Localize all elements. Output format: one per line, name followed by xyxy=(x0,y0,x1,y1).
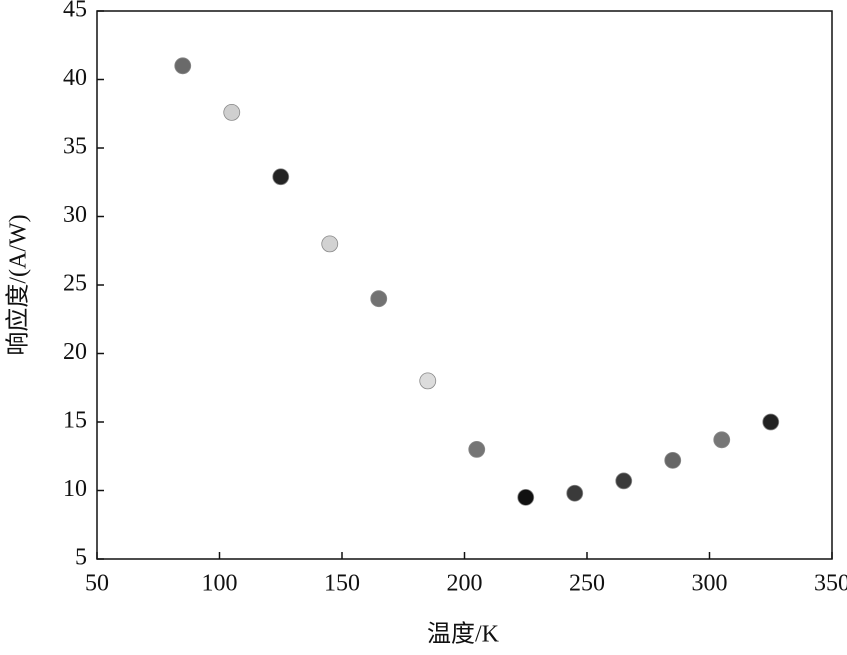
y-tick-label: 15 xyxy=(63,408,87,434)
x-tick-label: 250 xyxy=(569,571,605,597)
y-tick-label: 20 xyxy=(63,339,87,365)
data-point xyxy=(664,451,682,469)
y-tick-label: 10 xyxy=(63,476,87,502)
y-tick-label: 35 xyxy=(63,134,87,160)
data-point xyxy=(174,57,192,75)
plot-frame xyxy=(96,10,833,560)
data-point xyxy=(468,440,486,458)
x-tick-label: 200 xyxy=(447,571,483,597)
x-axis-label: 温度/K xyxy=(427,621,500,648)
y-tick-label: 45 xyxy=(63,0,87,23)
data-point xyxy=(419,372,437,390)
data-point xyxy=(370,290,388,308)
data-point xyxy=(517,488,535,506)
x-tick-label: 350 xyxy=(814,571,847,597)
data-point xyxy=(223,103,241,121)
x-tick-label: 50 xyxy=(85,571,109,597)
x-tick-label: 150 xyxy=(324,571,360,597)
data-point xyxy=(272,168,290,186)
x-tick-label: 300 xyxy=(692,571,728,597)
y-tick-label: 5 xyxy=(75,545,87,571)
data-point xyxy=(321,235,339,253)
y-tick-label: 30 xyxy=(63,202,87,228)
data-point xyxy=(566,484,584,502)
x-tick-label: 100 xyxy=(202,571,238,597)
y-axis-label: 响应度/(A/W) xyxy=(5,214,32,355)
y-tick-label: 40 xyxy=(63,65,87,91)
y-tick-label: 25 xyxy=(63,271,87,297)
data-point xyxy=(615,472,633,490)
data-point xyxy=(762,413,780,431)
data-point xyxy=(713,431,731,449)
